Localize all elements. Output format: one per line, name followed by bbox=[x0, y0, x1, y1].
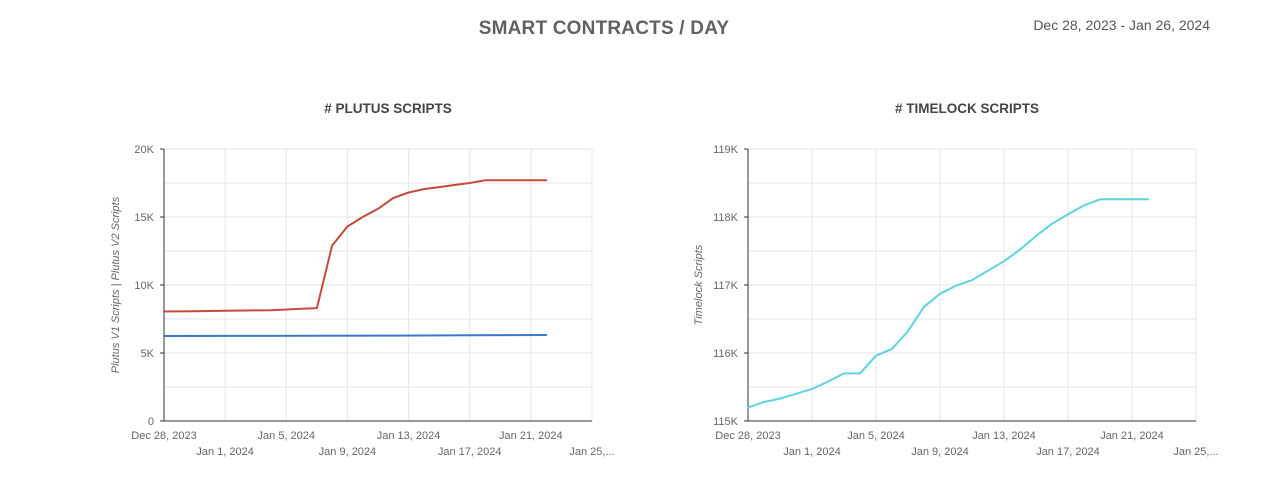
x-tick-label: Jan 17, 2024 bbox=[1036, 446, 1100, 458]
y-tick-label: 5K bbox=[141, 348, 155, 360]
y-tick-label: 115K bbox=[713, 416, 739, 428]
x-tick-label: Jan 13, 2024 bbox=[377, 430, 441, 442]
plutus-chart: # PLUTUS SCRIPTS 0 5K 10K 15K 20K Dec 28, 2023… bbox=[110, 101, 615, 458]
x-tick-label: Jan 25,... bbox=[569, 446, 614, 458]
x-tick-label: Dec 28, 2023 bbox=[131, 430, 196, 442]
x-tick-label: Jan 5, 2024 bbox=[847, 430, 905, 442]
x-tick-label: Jan 5, 2024 bbox=[258, 430, 316, 442]
page-title: SMART CONTRACTS / DAY bbox=[478, 18, 730, 39]
timelock-chart-title: # TIMELOCK SCRIPTS bbox=[895, 101, 1039, 116]
x-tick-label: Jan 21, 2024 bbox=[1100, 430, 1164, 442]
x-tick-label: Jan 17, 2024 bbox=[438, 446, 502, 458]
plutus-chart-title: # PLUTUS SCRIPTS bbox=[324, 101, 452, 116]
x-tick-label: Dec 28, 2023 bbox=[715, 430, 780, 442]
x-tick-label: Jan 21, 2024 bbox=[499, 430, 563, 442]
y-tick-label: 117K bbox=[713, 280, 739, 292]
y-tick-label: 10K bbox=[134, 280, 154, 292]
plutus-series-line-2[interactable] bbox=[163, 334, 548, 337]
date-range-picker[interactable]: Dec 28, 2023 - Jan 26, 2024 bbox=[1033, 17, 1210, 33]
x-tick-label: Jan 1, 2024 bbox=[196, 446, 254, 458]
plutus-series-line-1[interactable] bbox=[163, 179, 548, 313]
x-tick-label: Jan 25,... bbox=[1173, 446, 1218, 458]
timelock-series-line-1[interactable] bbox=[747, 198, 1149, 409]
y-tick-label: 119K bbox=[713, 144, 739, 156]
y-tick-label: 116K bbox=[713, 348, 739, 360]
y-tick-label: 15K bbox=[134, 212, 154, 224]
y-tick-label: 118K bbox=[713, 212, 739, 224]
x-tick-label: Jan 13, 2024 bbox=[972, 430, 1036, 442]
x-tick-label: Jan 1, 2024 bbox=[783, 446, 841, 458]
timelock-y-axis-label: Timelock Scripts bbox=[693, 244, 705, 325]
x-tick-label: Jan 9, 2024 bbox=[319, 446, 377, 458]
timelock-chart: # TIMELOCK SCRIPTS 115K 116K 117K 118K 119K De… bbox=[693, 101, 1219, 458]
y-tick-label: 0 bbox=[148, 416, 154, 428]
x-tick-label: Jan 9, 2024 bbox=[911, 446, 969, 458]
plutus-y-axis-label: Plutus V1 Scripts | Plutus V2 Scripts bbox=[110, 196, 122, 373]
y-tick-label: 20K bbox=[134, 144, 154, 156]
